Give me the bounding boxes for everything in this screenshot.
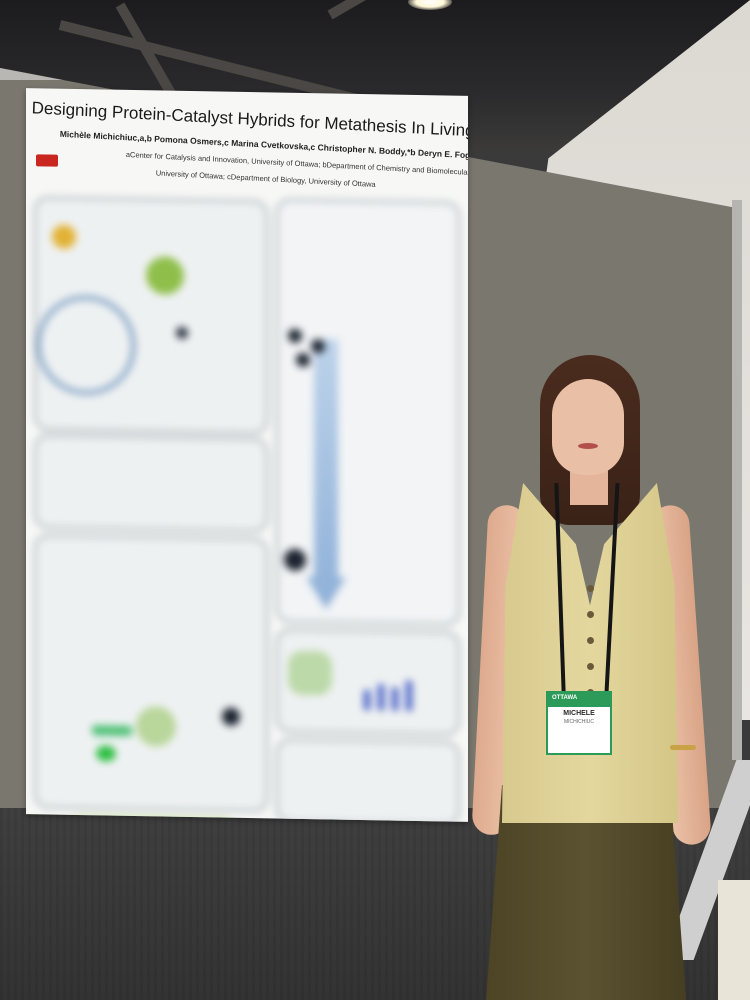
face — [552, 379, 624, 475]
board-frame — [732, 200, 742, 760]
research-poster: Designing Protein-Catalyst Hybrids for M… — [26, 88, 468, 822]
badge-brand: OTTAWA — [552, 695, 578, 701]
poster-content-blurred — [26, 184, 468, 822]
university-logo — [36, 154, 58, 167]
presenter: OTTAWA MICHELE MICHICHIUC — [470, 355, 712, 1000]
ceiling-light — [408, 0, 452, 10]
name-badge: OTTAWA MICHELE MICHICHIUC — [546, 691, 612, 755]
poster-affiliation: University of Ottawa; cDepartment of Bio… — [155, 168, 376, 189]
vest — [502, 483, 678, 823]
bracelet — [670, 745, 696, 750]
badge-name: MICHELE — [563, 710, 595, 717]
badge-subtitle: MICHICHIUC — [564, 719, 594, 725]
floor-sign — [718, 880, 750, 1000]
